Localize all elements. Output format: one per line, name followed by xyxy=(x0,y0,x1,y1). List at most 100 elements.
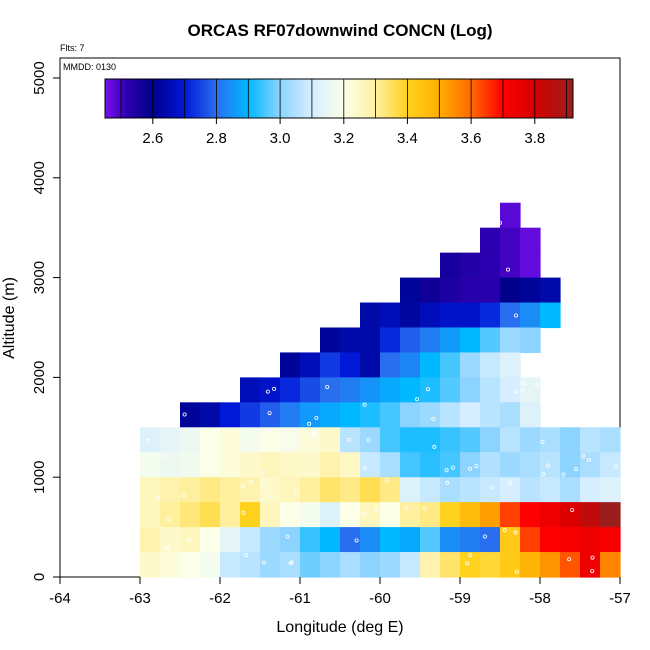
heatmap-cell xyxy=(420,477,441,503)
heatmap-cell xyxy=(380,402,401,428)
heatmap-cell xyxy=(520,227,541,254)
heatmap-cell xyxy=(520,527,541,553)
sample-marker xyxy=(361,512,366,517)
heatmap-cell xyxy=(220,427,241,453)
sample-marker xyxy=(474,464,479,469)
sample-marker xyxy=(347,437,352,442)
heatmap-cell xyxy=(380,552,401,578)
heatmap-cell xyxy=(560,427,581,453)
sample-marker xyxy=(514,569,519,574)
heatmap-cell xyxy=(560,477,581,503)
sample-marker xyxy=(432,444,437,449)
sample-marker xyxy=(384,478,389,483)
sample-marker xyxy=(514,389,519,394)
sample-marker xyxy=(422,506,427,511)
heatmap-cell xyxy=(200,427,221,453)
heatmap-cell xyxy=(380,302,401,329)
heatmap-cell xyxy=(380,427,401,453)
heatmap-cell xyxy=(480,327,501,354)
heatmap-cell xyxy=(560,502,581,528)
heatmap-cell xyxy=(300,477,321,503)
sample-marker xyxy=(590,569,595,574)
heatmap-cell xyxy=(200,452,221,478)
heatmap-cell xyxy=(500,427,521,453)
sample-marker xyxy=(468,553,473,558)
heatmap-cell xyxy=(380,477,401,503)
heatmap-cell xyxy=(340,402,361,428)
heatmap-cell xyxy=(460,402,481,428)
heatmap-cell xyxy=(400,302,421,329)
heatmap-cell xyxy=(440,477,461,503)
sample-marker xyxy=(482,534,487,539)
heatmap-cell xyxy=(540,452,561,478)
sample-marker xyxy=(267,411,272,416)
heatmap-cell xyxy=(460,502,481,528)
heatmap-cell xyxy=(440,327,461,354)
heatmap-cell xyxy=(360,352,381,378)
x-tick-label: -62 xyxy=(209,590,231,607)
sample-marker xyxy=(248,479,253,484)
heatmap-cell xyxy=(380,502,401,528)
heatmap-cell xyxy=(400,427,421,453)
sample-marker xyxy=(366,437,371,442)
heatmap-cell xyxy=(560,527,581,553)
heatmap-cell xyxy=(580,427,601,453)
sample-marker xyxy=(490,485,495,490)
sample-marker xyxy=(187,538,192,543)
sample-marker xyxy=(431,416,436,421)
heatmap-cell xyxy=(580,527,601,553)
heatmap-cell xyxy=(460,527,481,553)
x-axis-label: Longitude (deg E) xyxy=(276,619,403,636)
heatmap-cell xyxy=(340,327,361,354)
heatmap-cell xyxy=(460,452,481,478)
heatmap-cell xyxy=(300,377,321,403)
heatmap-cell xyxy=(240,527,261,553)
heatmap-cell xyxy=(240,377,261,403)
heatmap-cell xyxy=(600,427,621,453)
heatmap-cell xyxy=(600,552,621,578)
sample-marker xyxy=(404,505,409,510)
sample-marker xyxy=(425,387,430,392)
sample-marker xyxy=(181,493,186,498)
heatmap-cell xyxy=(580,477,601,503)
sample-marker xyxy=(541,472,546,477)
heatmap-cell xyxy=(460,302,481,329)
heatmap-cell xyxy=(200,402,221,428)
heatmap-cell xyxy=(320,477,341,503)
sample-marker xyxy=(362,402,367,407)
heatmap-cell xyxy=(580,452,601,478)
x-tick-label: -60 xyxy=(369,590,391,607)
heatmap-cell xyxy=(220,527,241,553)
sample-marker xyxy=(307,421,312,426)
heatmap-cell xyxy=(320,552,341,578)
colorbar-tick-label: 3.8 xyxy=(524,130,545,147)
heatmap-cell xyxy=(480,352,501,378)
heatmap-cell xyxy=(300,527,321,553)
heatmap-cell xyxy=(420,302,441,329)
heatmap-cell xyxy=(600,527,621,553)
heatmap-cell xyxy=(440,402,461,428)
heatmap-cell xyxy=(460,377,481,403)
y-tick-label: 4000 xyxy=(31,161,48,194)
heatmap-cell xyxy=(400,452,421,478)
heatmap-cell xyxy=(460,327,481,354)
heatmap-cell xyxy=(180,552,201,578)
heatmap-cell xyxy=(500,277,521,304)
heatmap-cell xyxy=(480,227,501,254)
sample-marker xyxy=(505,267,510,272)
heatmap-cell xyxy=(480,252,501,279)
heatmap-cell xyxy=(340,352,361,378)
heatmap-cell xyxy=(380,327,401,354)
heatmap-cell xyxy=(520,477,541,503)
heatmap-cell xyxy=(340,527,361,553)
y-tick-label: 3000 xyxy=(31,261,48,294)
heatmap-cell xyxy=(480,402,501,428)
heatmap-cell xyxy=(360,402,381,428)
sample-marker xyxy=(362,465,367,470)
heatmap-cell xyxy=(500,377,521,403)
heatmap-cell xyxy=(220,402,241,428)
heatmap-cell xyxy=(160,527,181,553)
x-axis: -64 -63 -62 -61 -60 -59 -58 -57 xyxy=(49,577,631,607)
heatmap-cell xyxy=(480,427,501,453)
sample-marker xyxy=(502,528,507,533)
